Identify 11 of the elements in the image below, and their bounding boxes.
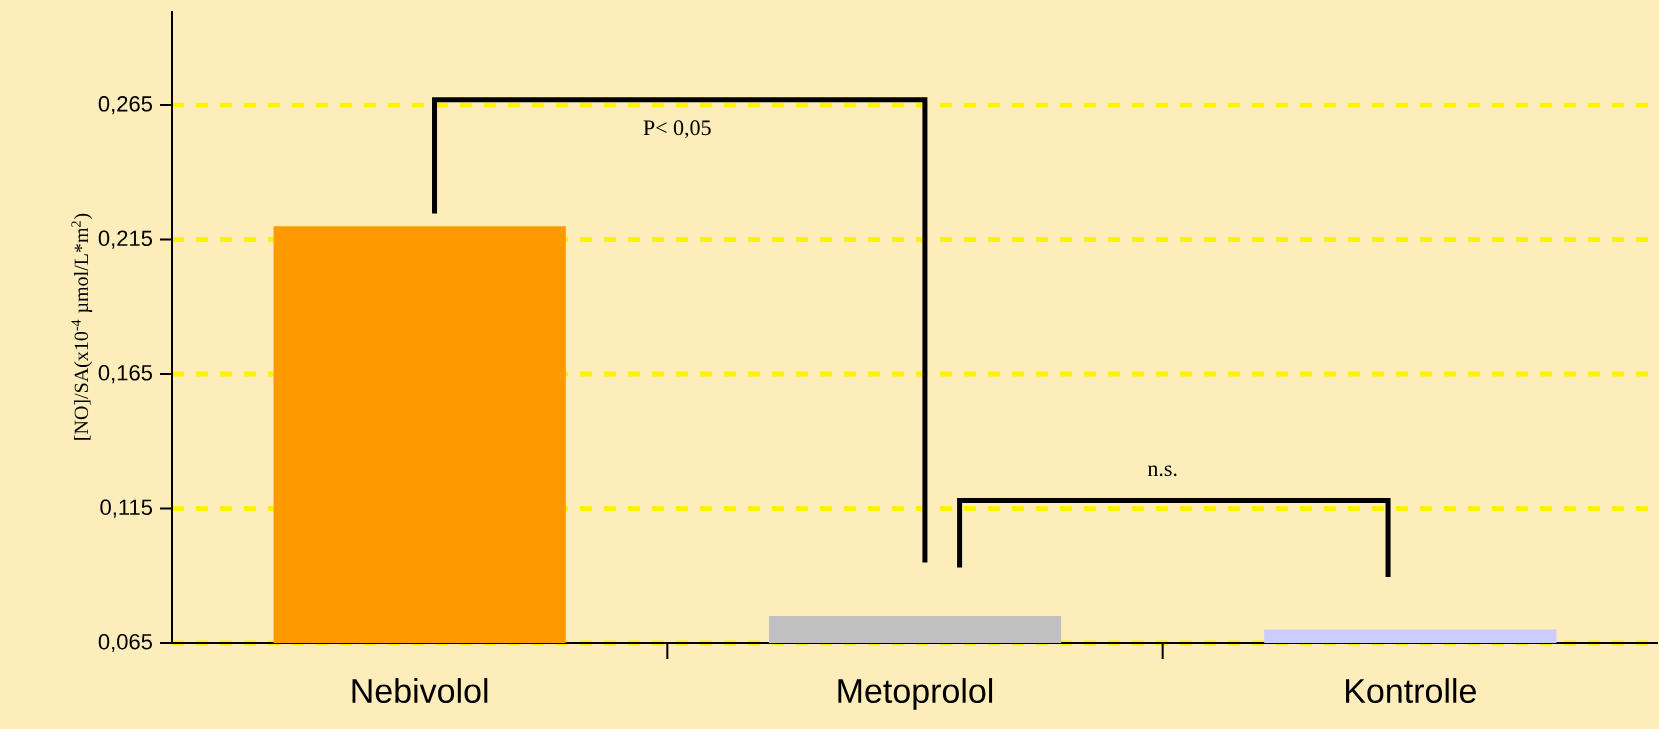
y-tick-label: 0,215 <box>98 230 152 249</box>
x-tick-label: Nebivolol <box>352 678 488 704</box>
y-tick-label: 0,165 <box>98 365 152 384</box>
y-axis-title: [NO]/SA(x10$^{-4}$ µmol/L*m$^{2}$) <box>71 213 93 440</box>
y-tick-label: 0,265 <box>98 96 152 115</box>
y-tick-label: 0,115 <box>100 499 152 518</box>
annotation: n.s. <box>1147 465 1177 477</box>
y-tick-label: 0,065 <box>98 633 152 653</box>
x-tick-label: Metoprolol <box>838 678 993 710</box>
x-tick-label: Kontrolle <box>1346 678 1476 704</box>
annotation: P< 0,05 <box>643 120 711 139</box>
